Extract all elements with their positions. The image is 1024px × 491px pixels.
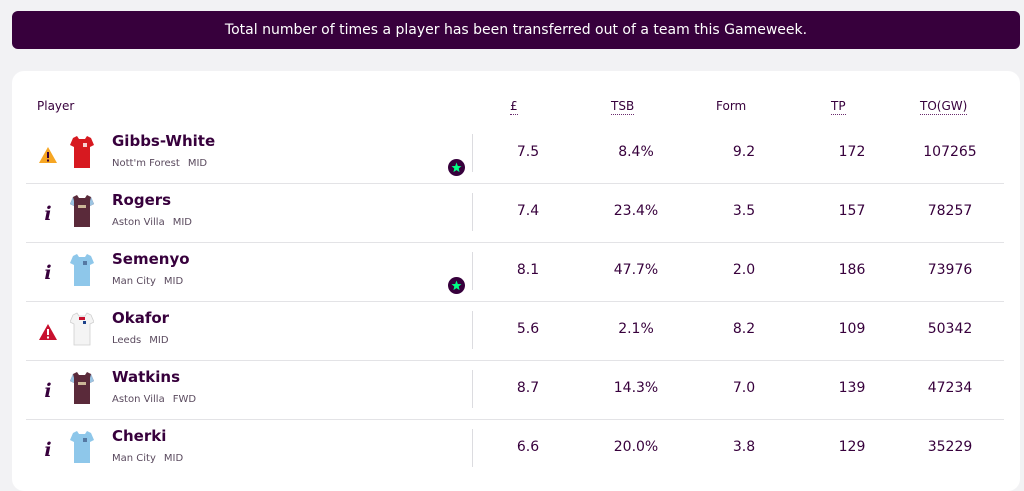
tsb-cell: 47.7% [613, 262, 659, 278]
info-icon[interactable]: i [44, 439, 52, 461]
city-shirt-icon [70, 429, 94, 465]
divider [472, 311, 473, 349]
player-name[interactable]: Okafor [112, 309, 170, 327]
villa-shirt-icon [70, 370, 94, 406]
price-cell: 7.4 [516, 203, 540, 219]
player-team-position: Nott'm Forest MID [112, 158, 208, 169]
form-cell: 2.0 [732, 262, 756, 278]
city-shirt-icon [70, 252, 94, 288]
form-cell: 7.0 [732, 380, 756, 396]
tooltip-text: Total number of times a player has been … [224, 22, 808, 38]
price-cell: 8.7 [516, 380, 540, 396]
player-name[interactable]: Semenyo [112, 250, 190, 268]
alert-icon[interactable] [38, 322, 58, 342]
price-cell: 7.5 [516, 144, 540, 160]
player-team-position: Aston Villa MID [112, 217, 192, 228]
column-header-tsb[interactable]: TSB [611, 99, 635, 115]
table-row[interactable]: Okafor Leeds MID 5.6 2.1% 8.2 109 50342 [26, 301, 1004, 361]
tsb-cell: 14.3% [613, 380, 659, 396]
star-icon [448, 159, 465, 176]
form-cell: 3.5 [732, 203, 756, 219]
player-team-position: Man City MID [112, 453, 184, 464]
tp-cell: 139 [838, 380, 866, 396]
player-team-position: Leeds MID [112, 335, 169, 346]
tp-cell: 172 [838, 144, 866, 160]
tsb-cell: 8.4% [618, 144, 654, 160]
divider [472, 429, 473, 467]
transfers-table: Player £ TSB Form TP TO(GW) Gibbs-White … [12, 71, 1020, 491]
price-cell: 6.6 [516, 439, 540, 455]
player-name[interactable]: Cherki [112, 427, 167, 445]
to-gw-cell: 47234 [927, 380, 973, 396]
divider [472, 193, 473, 231]
column-header-player: Player [37, 99, 75, 113]
to-gw-cell: 35229 [927, 439, 973, 455]
to-gw-cell: 73976 [927, 262, 973, 278]
column-header-to-gw[interactable]: TO(GW) [920, 99, 968, 115]
player-name[interactable]: Watkins [112, 368, 181, 386]
to-gw-cell: 107265 [923, 144, 977, 160]
price-cell: 5.6 [516, 321, 540, 337]
column-header-price[interactable]: £ [510, 99, 518, 115]
forest-shirt-icon [70, 134, 94, 170]
price-cell: 8.1 [516, 262, 540, 278]
divider [472, 134, 473, 172]
table-row[interactable]: i Semenyo Man City MID 8.1 47.7% 2.0 186 … [26, 242, 1004, 302]
tp-cell: 109 [838, 321, 866, 337]
star-icon [448, 277, 465, 294]
form-cell: 8.2 [732, 321, 756, 337]
form-cell: 3.8 [732, 439, 756, 455]
tp-cell: 157 [838, 203, 866, 219]
info-icon[interactable]: i [44, 380, 52, 402]
tsb-cell: 2.1% [618, 321, 654, 337]
divider [472, 370, 473, 408]
warning-icon[interactable] [38, 145, 58, 165]
villa-shirt-icon [70, 193, 94, 229]
column-header-form[interactable]: Form [716, 99, 747, 113]
tsb-cell: 20.0% [613, 439, 659, 455]
player-team-position: Man City MID [112, 276, 184, 287]
column-header-tp[interactable]: TP [831, 99, 846, 115]
leeds-shirt-icon [69, 311, 95, 347]
divider [472, 252, 473, 290]
tooltip-banner: Total number of times a player has been … [12, 11, 1020, 49]
table-row[interactable]: i Cherki Man City MID 6.6 20.0% 3.8 129 3… [26, 419, 1004, 478]
info-icon[interactable]: i [44, 203, 52, 225]
info-icon[interactable]: i [44, 262, 52, 284]
tp-cell: 186 [838, 262, 866, 278]
table-row[interactable]: i Rogers Aston Villa MID 7.4 23.4% 3.5 15… [26, 183, 1004, 243]
to-gw-cell: 50342 [927, 321, 973, 337]
player-name[interactable]: Rogers [112, 191, 172, 209]
tp-cell: 129 [838, 439, 866, 455]
table-row[interactable]: Gibbs-White Nott'm Forest MID 7.5 8.4% 9.… [26, 124, 1004, 184]
form-cell: 9.2 [732, 144, 756, 160]
table-row[interactable]: i Watkins Aston Villa FWD 8.7 14.3% 7.0 1… [26, 360, 1004, 420]
to-gw-cell: 78257 [927, 203, 973, 219]
player-name[interactable]: Gibbs-White [112, 132, 216, 150]
tsb-cell: 23.4% [613, 203, 659, 219]
player-team-position: Aston Villa FWD [112, 394, 197, 405]
